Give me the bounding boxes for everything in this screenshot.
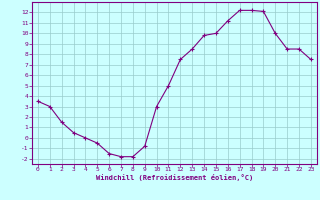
X-axis label: Windchill (Refroidissement éolien,°C): Windchill (Refroidissement éolien,°C) [96,174,253,181]
